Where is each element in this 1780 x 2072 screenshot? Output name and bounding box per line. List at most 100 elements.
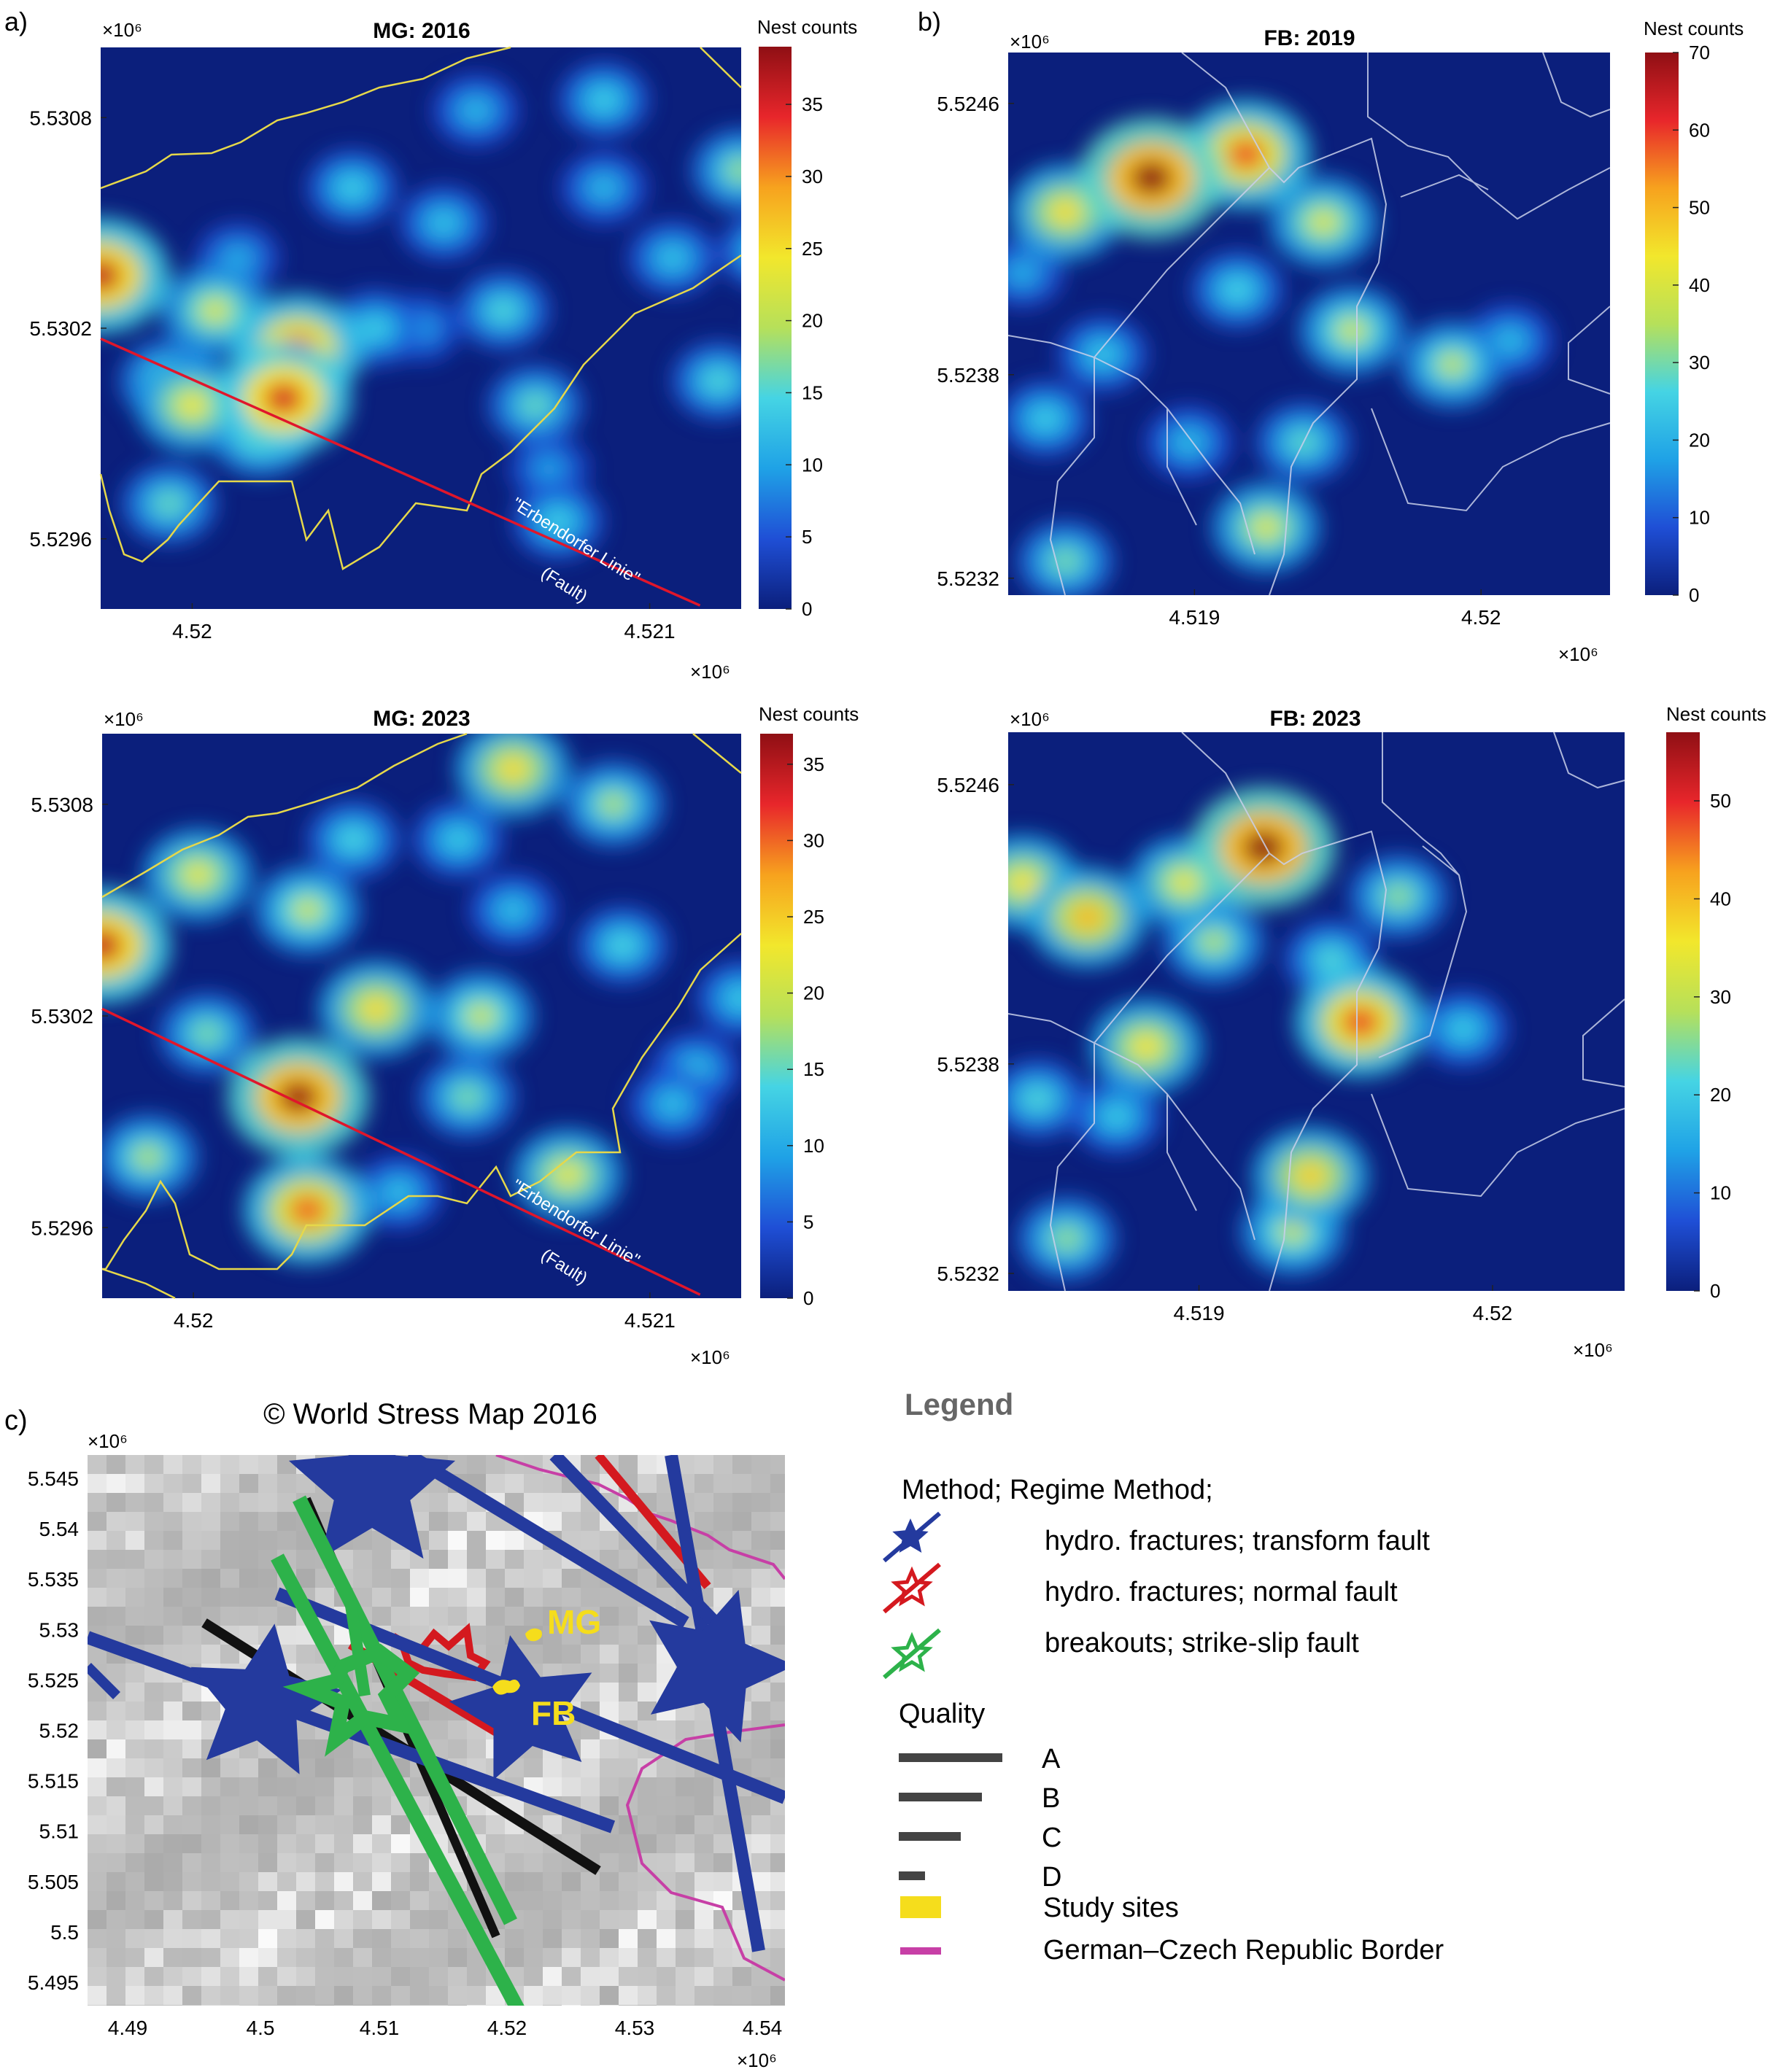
heat-core — [1051, 549, 1080, 573]
relief-cell — [505, 1474, 524, 1493]
relief-cell — [562, 2005, 581, 2006]
relief-cell — [694, 1929, 713, 1948]
relief-cell — [505, 1872, 524, 1891]
relief-cell — [676, 1815, 694, 1834]
relief-cell — [107, 1588, 125, 1607]
relief-cell — [581, 1986, 600, 2005]
relief-cell — [201, 1872, 220, 1891]
relief-cell — [258, 1531, 277, 1550]
relief-cell — [239, 1834, 258, 1853]
relief-cell — [751, 1683, 770, 1702]
relief-cell — [239, 1948, 258, 1967]
relief-cell — [676, 1929, 694, 1948]
relief-cell — [88, 1910, 107, 1929]
relief-cell — [88, 2005, 107, 2006]
relief-cell — [125, 1739, 144, 1758]
relief-cell — [524, 1588, 543, 1607]
relief-cell — [543, 1474, 562, 1493]
relief-cell — [543, 1626, 562, 1645]
relief-cell — [144, 1493, 163, 1512]
relief-cell — [751, 1493, 770, 1512]
heat-core — [659, 247, 686, 269]
colorbar-tick-label: 10 — [1710, 1182, 1731, 1204]
relief-cell — [125, 1588, 144, 1607]
relief-cell — [467, 1569, 486, 1588]
study-area-boundary — [700, 47, 742, 88]
relief-cell — [144, 1720, 163, 1739]
stress-line-green — [271, 1553, 525, 2006]
relief-cell — [732, 1493, 751, 1512]
relief-cell — [429, 1910, 448, 1929]
relief-cell — [182, 2005, 201, 2006]
relief-cell — [125, 1777, 144, 1796]
relief-cell — [410, 1872, 429, 1891]
relief-cell — [163, 1739, 182, 1758]
relief-cell — [296, 1758, 315, 1777]
x-tick-label: 4.51 — [360, 2017, 400, 2039]
relief-cell — [676, 1910, 694, 1929]
relief-cell — [751, 1834, 770, 1853]
relief-cell — [144, 1986, 163, 2005]
relief-cell — [391, 1834, 410, 1853]
relief-cell — [277, 1910, 296, 1929]
relief-cell — [543, 1645, 562, 1664]
colorbar-tick-label: 0 — [1710, 1280, 1720, 1302]
legend-title: Legend — [905, 1387, 1013, 1421]
relief-cell — [543, 1872, 562, 1891]
y-exponent: ×10⁶ — [88, 1430, 128, 1452]
relief-cell — [676, 1872, 694, 1891]
relief-cell — [638, 2005, 657, 2006]
relief-cell — [334, 1948, 353, 1967]
relief-cell — [353, 1853, 372, 1872]
relief-cell — [88, 1891, 107, 1910]
relief-cell — [88, 1834, 107, 1853]
relief-cell — [600, 1796, 619, 1815]
relief-cell — [125, 1967, 144, 1986]
x-tick-label: 4.52 — [172, 620, 212, 643]
relief-cell — [694, 1474, 713, 1493]
relief-cell — [751, 1702, 770, 1720]
relief-cell — [334, 1891, 353, 1910]
legend: Legend Method; Regime Method; hydro. fra… — [883, 1387, 1444, 1966]
relief-cell — [88, 1777, 107, 1796]
x-exponent: ×10⁶ — [690, 1346, 730, 1368]
relief-cell — [315, 1853, 334, 1872]
heatmap-mg-2023: "Erbendorfer Linie" (Fault) MG: 2023 ×10… — [31, 703, 859, 1368]
relief-cell — [543, 1758, 562, 1777]
relief-cell — [107, 1455, 125, 1474]
relief-cell — [163, 1910, 182, 1929]
relief-cell — [88, 1796, 107, 1815]
relief-cell — [239, 1607, 258, 1626]
y-tick-label: 5.505 — [28, 1871, 79, 1893]
y-exponent: ×10⁶ — [102, 19, 142, 41]
relief-cell — [770, 1474, 785, 1493]
relief-cell — [125, 1531, 144, 1550]
relief-cell — [638, 1815, 657, 1834]
relief-cell — [600, 1739, 619, 1758]
colorbar-tick-label: 20 — [1710, 1084, 1731, 1106]
relief-cell — [144, 1569, 163, 1588]
relief-cell — [239, 1569, 258, 1588]
colorbar-tick-label: 10 — [802, 454, 823, 476]
relief-cell — [163, 1455, 182, 1474]
relief-cell — [125, 1758, 144, 1777]
relief-cell — [107, 1815, 125, 1834]
relief-cell — [144, 1626, 163, 1645]
relief-cell — [562, 1948, 581, 1967]
relief-cell — [751, 1626, 770, 1645]
relief-cell — [410, 1948, 429, 1967]
relief-cell — [543, 1853, 562, 1872]
relief-cell — [182, 1550, 201, 1569]
relief-cell — [562, 1645, 581, 1664]
relief-cell — [201, 1891, 220, 1910]
y-tick-label: 5.495 — [28, 1971, 79, 1994]
y-axis-ticks: 5.5308 5.5302 5.5296 — [29, 106, 107, 551]
relief-cell — [619, 1683, 638, 1702]
relief-cell — [676, 1853, 694, 1872]
heat-core — [496, 755, 530, 783]
relief-cell — [163, 1493, 182, 1512]
relief-cell — [770, 1986, 785, 2005]
relief-cell — [239, 1929, 258, 1948]
relief-cell — [277, 1891, 296, 1910]
relief-cell — [429, 2005, 448, 2006]
